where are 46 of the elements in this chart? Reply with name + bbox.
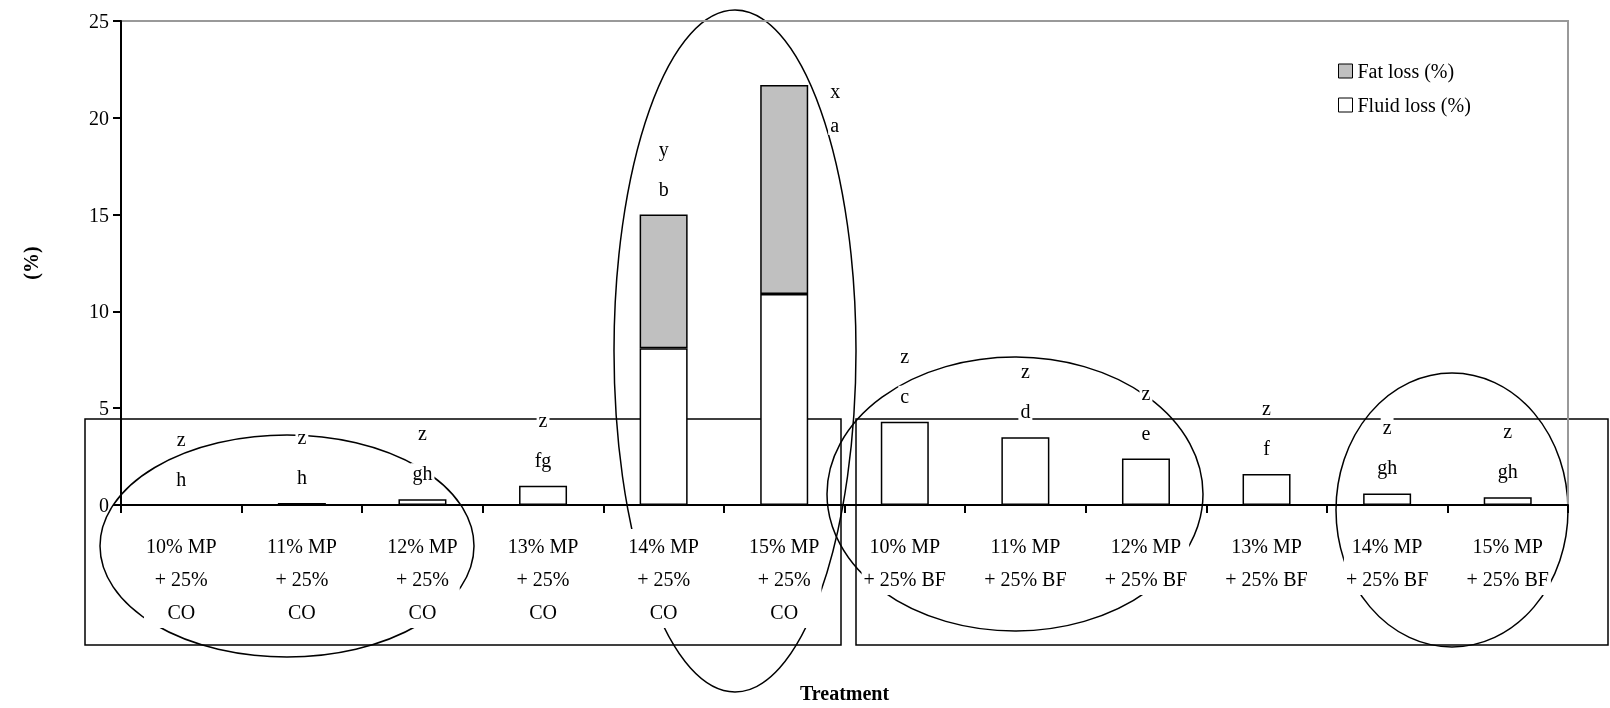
annotation: z (900, 344, 910, 367)
x-tick-label: 14% MP + 25% BF (1345, 534, 1429, 590)
annotation: gh (1497, 460, 1518, 484)
annotation: fg (534, 448, 552, 472)
annotation: a (830, 113, 840, 136)
annotation: z (538, 408, 548, 431)
y-axis-title: (%) (20, 246, 43, 280)
annotation: e (1141, 421, 1151, 444)
x-tick-label: 14% MP + 25% CO (628, 534, 699, 623)
x-tick-label: 12% MP + 25% CO (387, 534, 458, 623)
annotation: z (418, 422, 428, 445)
x-tick-label: 15% MP + 25% BF (1466, 534, 1549, 590)
x-tick-label: 11% MP + 25% CO (266, 534, 337, 623)
annotation: z (1020, 360, 1030, 383)
annotation: c (900, 384, 910, 407)
annotation: y (658, 137, 669, 161)
annotation: f (1263, 437, 1271, 460)
x-tick-label: 12% MP + 25% BF (1104, 534, 1188, 590)
x-tick-label: 13% MP + 25% BF (1225, 534, 1308, 590)
y-tick-label: 20 (89, 106, 109, 129)
x-tick-label: 11% MP + 25% BF (984, 534, 1067, 590)
annotation: z (1262, 397, 1272, 420)
annotation: x (830, 79, 841, 102)
y-tick-label: 25 (89, 10, 109, 32)
y-tick-label: 5 (99, 397, 109, 420)
x-tick-label: 10% MP + 25% BF (863, 534, 946, 590)
x-tick-label: 15% MP + 25% CO (748, 534, 820, 623)
y-tick-label: 15 (89, 203, 109, 226)
annotation: b (658, 177, 669, 200)
x-tick-label: 13% MP + 25% CO (507, 534, 579, 623)
annotation: z (176, 428, 186, 450)
legend-label: Fluid loss (%) (1357, 94, 1471, 117)
y-tick-label: 10 (89, 300, 109, 323)
annotation: z (1503, 420, 1513, 443)
y-tick-label: 0 (99, 494, 109, 516)
annotation: h (176, 468, 187, 490)
annotation: d (1020, 400, 1031, 423)
x-axis-title: Treatment (799, 682, 890, 704)
annotation: z (1141, 381, 1151, 404)
annotation: z (1382, 416, 1392, 439)
x-tick-label: 10% MP + 25% CO (146, 534, 217, 623)
legend-label: Fat loss (%) (1357, 60, 1455, 83)
annotation: h (296, 466, 307, 489)
annotation: gh (412, 462, 433, 486)
annotation: z (297, 426, 307, 449)
annotation: gh (1377, 456, 1398, 480)
